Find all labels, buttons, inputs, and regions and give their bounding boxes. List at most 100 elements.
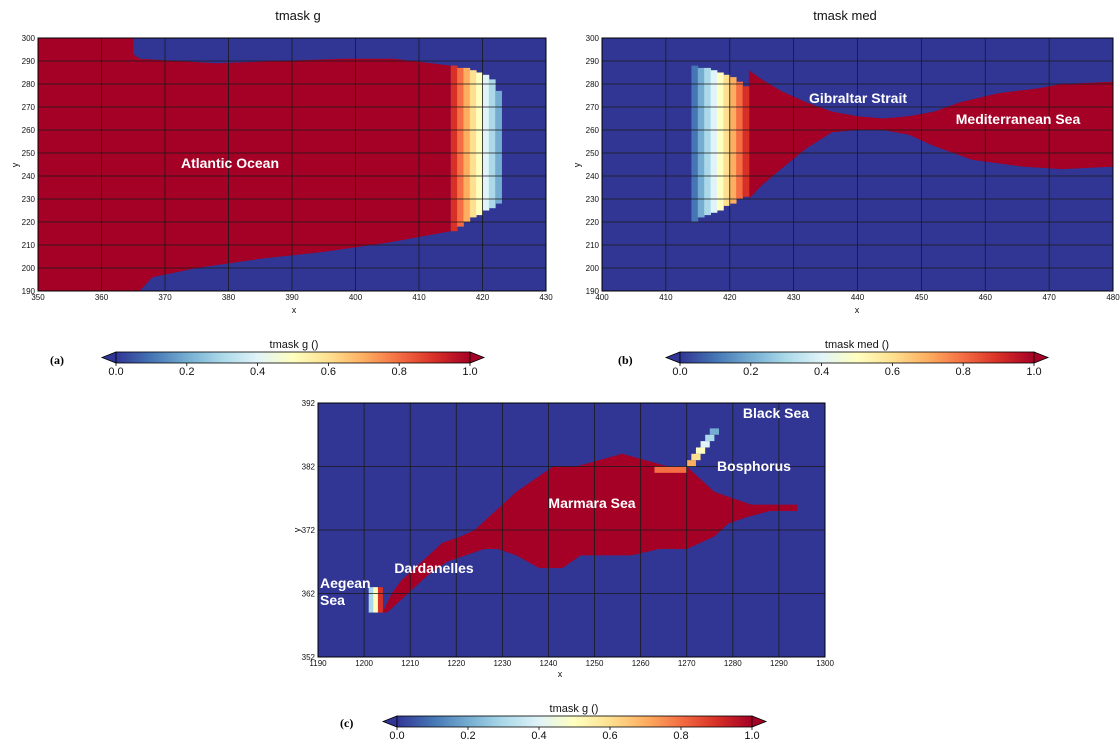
panel-b-ytick-label: 290	[586, 57, 600, 66]
ramp-cell	[377, 587, 383, 613]
colorbar-tick-label: 0.2	[179, 366, 194, 378]
panel-c-xtick-label: 1230	[493, 659, 511, 668]
ramp-cell	[373, 587, 379, 613]
panel-b-xtick-label: 400	[595, 293, 609, 302]
colorbar-max-arrow	[751, 715, 768, 728]
colorbar-tick-label: 0.0	[108, 366, 123, 378]
ramp-cell	[654, 466, 687, 473]
panel-c-axis-ticks: 1190 1200 1210 1220 1230 1240 1250 1260 1270 1280…	[302, 399, 835, 668]
panel-a-frame	[37, 37, 547, 292]
panel-a-xtick-label: 410	[412, 293, 426, 302]
panel-c-xtick-label: 1290	[770, 659, 788, 668]
panel-c-xtick-label: 1280	[724, 659, 742, 668]
colorbar-b-title: tmask med ()	[825, 339, 889, 351]
mediterranean-sea-region	[748, 70, 1113, 199]
panel-c-ytick-label: 362	[302, 590, 316, 599]
panel-c-xtick-label: 1270	[678, 659, 696, 668]
panel-b-ytick-label: 200	[586, 264, 600, 273]
ramp-cell	[709, 428, 719, 435]
ramp-cell	[368, 587, 374, 613]
panel-a-ytick-label: 250	[22, 149, 36, 158]
panel-c-xtick-label: 1300	[816, 659, 834, 668]
panel-a-xlabel: x	[292, 305, 297, 315]
colorbar-tick-label: 0.6	[885, 366, 900, 378]
panel-c-frame	[317, 402, 826, 658]
colorbar-tick-label: 0.0	[672, 366, 687, 378]
ramp-cell	[482, 74, 490, 211]
panel-b-ytick-label: 190	[586, 287, 600, 296]
panel-b-ytick-label: 220	[586, 218, 600, 227]
ramp-cell	[476, 72, 483, 216]
panel-a-xtick-label: 360	[95, 293, 109, 302]
colorbar-tick-label: 0.6	[602, 730, 617, 742]
panel-b-xtick-label: 430	[787, 293, 801, 302]
panel-b-ytick-label: 300	[586, 34, 600, 43]
panel-c-ytick-label: 392	[302, 399, 316, 408]
panel-b-xtick-label: 440	[851, 293, 865, 302]
panel-a-plot-area	[37, 37, 547, 292]
panel-a-xtick-label: 400	[349, 293, 363, 302]
panel-c-ytick-label: 372	[302, 526, 316, 535]
panel-a-ytick-label: 230	[22, 195, 36, 204]
ramp-cell	[469, 70, 477, 218]
colorbar-tick-label: 1.0	[462, 366, 477, 378]
colorbar-tick-label: 0.4	[250, 366, 265, 378]
panel-a-ytick-label: 200	[22, 264, 36, 273]
panel-b-ytick-label: 240	[586, 172, 600, 181]
panel-label-c: (c)	[340, 716, 353, 730]
colorbar-bar	[396, 715, 753, 728]
ramp-cell	[691, 453, 701, 461]
label-mediterranean-sea: Mediterranean Sea	[956, 111, 1081, 127]
panel-a-ytick-label: 290	[22, 57, 36, 66]
panel-a-ytick-label: 270	[22, 103, 36, 112]
ramp-cell	[488, 79, 496, 209]
panel-b-ytick-label: 210	[586, 241, 600, 250]
colorbar-tick-label: 0.4	[814, 366, 829, 378]
panel-b-xtick-label: 470	[1042, 293, 1056, 302]
colorbar-tick-label: 1.0	[744, 730, 759, 742]
panel-c-colorbar: tmask g () 0.0 0.2 0.4 0.6 0.8 1.0	[381, 703, 768, 742]
panel-a-ytick-label: 240	[22, 172, 36, 181]
panel-label-a: (a)	[50, 353, 64, 367]
panel-a-heatmap: tmask g 350 360 370 380 390 400 410 420 430 190 20…	[10, 8, 553, 315]
panel-a-ytick-label: 210	[22, 241, 36, 250]
panel-c-xtick-label: 1250	[586, 659, 604, 668]
ramp-cell	[729, 77, 737, 204]
colorbar-tick-label: 0.8	[673, 730, 688, 742]
ramp-cell	[700, 441, 710, 448]
colorbar-tick-label: 0.2	[460, 730, 475, 742]
colorbar-max-arrow	[1033, 351, 1050, 364]
marmara-sea-region	[382, 453, 798, 613]
panel-c-ytick-label: 382	[302, 463, 316, 472]
panel-a-colorbar: tmask g () 0.0 0.2 0.4 0.6 0.8 1.0	[100, 339, 486, 378]
colorbar-tick-label: 1.0	[1026, 366, 1041, 378]
ramp-cell	[723, 74, 731, 206]
label-aegean: Aegean	[320, 575, 371, 591]
panel-c-plot-area	[317, 402, 826, 658]
panel-b-xtick-label: 450	[915, 293, 929, 302]
colorbar-min-arrow	[100, 351, 117, 364]
panel-label-b: (b)	[618, 353, 633, 367]
colorbar-tick-label: 0.2	[743, 366, 758, 378]
panel-c-ytick-label: 352	[302, 653, 316, 662]
panel-c-ylabel: y	[292, 527, 302, 532]
panel-a-xtick-label: 350	[31, 293, 45, 302]
panel-a-ytick-label: 280	[22, 80, 36, 89]
panel-b-ytick-label: 280	[586, 80, 600, 89]
colorbar-bar	[679, 351, 1035, 364]
panel-c-xtick-label: 1210	[401, 659, 419, 668]
colorbar-tick-label: 0.0	[389, 730, 404, 742]
panel-a-axis-ticks: 350 360 370 380 390 400 410 420 430 190 200 210 220 2…	[22, 34, 554, 302]
colorbar-a-title: tmask g ()	[270, 339, 319, 351]
panel-c-xtick-label: 1200	[355, 659, 373, 668]
label-atlantic-ocean: Atlantic Ocean	[181, 155, 279, 171]
panel-c-xtick-label: 1220	[447, 659, 465, 668]
panel-a-ytick-label: 260	[22, 126, 36, 135]
panel-b-xtick-label: 420	[723, 293, 737, 302]
label-gibraltar-strait: Gibraltar Strait	[809, 90, 907, 106]
ramp-cell	[457, 67, 464, 227]
colorbar-tick-label: 0.8	[392, 366, 407, 378]
panel-b-title: tmask med	[813, 8, 877, 23]
label-marmara-sea: Marmara Sea	[548, 495, 635, 511]
